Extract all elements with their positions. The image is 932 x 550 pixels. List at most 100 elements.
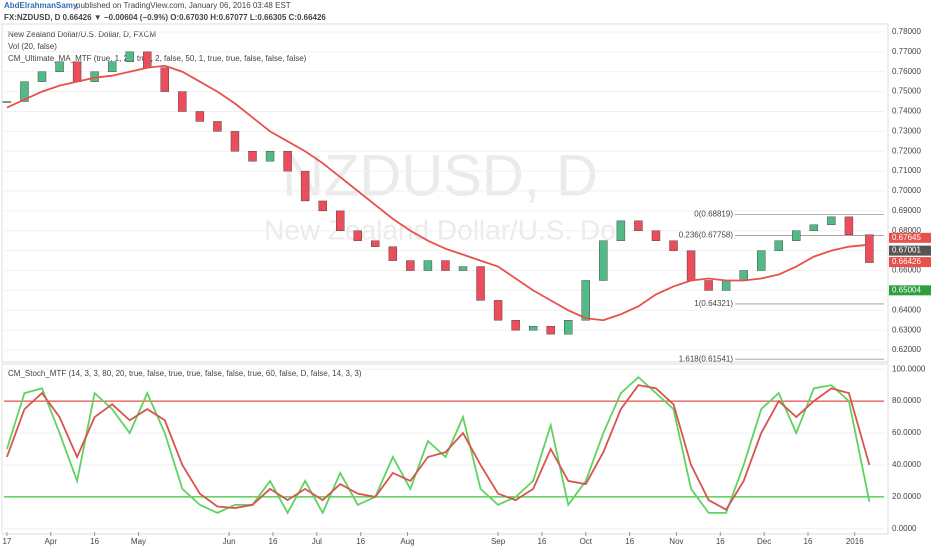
candle [792, 230, 801, 241]
candle [651, 230, 661, 241]
candle [458, 266, 468, 271]
price-tag [889, 285, 931, 296]
candle [686, 250, 696, 281]
price-pane [1, 23, 889, 363]
x-tick-label: Aug [400, 537, 414, 546]
candle [388, 246, 398, 261]
y-tick-label: 0.66000 [892, 266, 921, 275]
candle [546, 326, 555, 335]
candle [599, 240, 608, 281]
stoch-line [6, 375, 871, 515]
candle [283, 151, 292, 172]
x-tick-label: 2016 [846, 537, 864, 546]
fib-label: 1.618(0.61541) [679, 354, 734, 363]
candle [55, 61, 64, 72]
y-tick-label: 0.75000 [892, 87, 921, 96]
y-tick-label: 0.76000 [892, 67, 921, 76]
y-tick-label: 0.68000 [892, 226, 921, 235]
y-tick-label: 0.71000 [892, 166, 921, 175]
x-tick-label: Nov [669, 537, 683, 546]
price-tag [889, 245, 931, 256]
candle [406, 260, 415, 271]
ma-label: CM_Ultimate_MA_MTF (true, 1, 20, true, 2… [8, 54, 307, 63]
candle [230, 131, 240, 152]
x-tick-label: 16 [537, 537, 546, 546]
y-tick-label: 0.78000 [892, 27, 921, 36]
price-tag-label: 0.67001 [892, 246, 921, 255]
candle [2, 101, 12, 103]
x-tick-label: 17 [2, 537, 11, 546]
candle [318, 200, 327, 212]
y-tick-label: 20.0000 [892, 492, 921, 501]
x-tick-label: Oct [580, 537, 593, 546]
candle [336, 210, 345, 231]
candle [581, 280, 590, 321]
x-tick-label: 16 [625, 537, 634, 546]
candle [809, 224, 819, 231]
y-tick-label: 100.0000 [892, 364, 926, 373]
candle [564, 320, 573, 335]
x-tick-label: Jun [223, 537, 236, 546]
candle [704, 280, 713, 291]
stoch-label: CM_Stoch_MTF (14, 3, 3, 80, 20, true, fa… [8, 369, 362, 378]
x-tick-label: Sep [491, 537, 506, 546]
x-tick-label: 16 [269, 537, 278, 546]
y-tick-label: 0.74000 [892, 107, 921, 116]
x-tick-label: 16 [356, 537, 365, 546]
candle [721, 280, 731, 291]
x-tick-label: Dec [757, 537, 771, 546]
candle [160, 67, 169, 92]
fib-label: 0(0.68819) [694, 210, 733, 219]
candle [143, 51, 152, 68]
price-tag [889, 232, 931, 243]
y-tick-label: 40.0000 [892, 460, 921, 469]
y-tick-label: 0.70000 [892, 186, 921, 195]
author: AbdElrahmanSamy [4, 1, 78, 10]
y-tick-label: 80.0000 [892, 396, 921, 405]
price-tag-label: 0.67645 [892, 233, 921, 242]
candle [774, 240, 783, 251]
x-tick-label: 16 [716, 537, 725, 546]
y-tick-label: 0.64000 [892, 305, 921, 314]
y-tick-label: 0.0000 [892, 524, 917, 533]
candle [669, 240, 678, 251]
watermark: NZDUSD, D [282, 143, 598, 208]
candle [493, 300, 503, 321]
y-tick-label: 0.73000 [892, 126, 921, 135]
candle [125, 51, 134, 62]
candle [441, 260, 450, 271]
y-tick-label: 0.62000 [892, 345, 921, 354]
candle [72, 61, 82, 82]
x-tick-label: May [131, 537, 146, 546]
price-title: New Zealand Dollar/U.S. Dollar, D, FXCM [8, 30, 156, 39]
watermark-sub: New Zealand Dollar/U.S. Do [264, 214, 616, 245]
candle [827, 216, 836, 226]
x-tick-label: Apr [45, 537, 58, 546]
candle [476, 266, 485, 301]
candle [20, 81, 29, 102]
candle [528, 326, 538, 331]
candle [616, 220, 626, 241]
price-tag [889, 257, 931, 268]
y-tick-label: 0.69000 [892, 206, 921, 215]
candle [423, 260, 433, 271]
quote: FX:NZDUSD, D 0.66426 ▼ −0.00604 (−0.9%) … [4, 13, 326, 22]
price-tag-label: 0.65004 [892, 285, 921, 294]
candle [844, 216, 854, 235]
candle [107, 61, 117, 72]
candle [178, 91, 187, 112]
candle [213, 121, 222, 132]
y-tick-label: 0.72000 [892, 146, 921, 155]
published: published on TradingView.com, January 06… [76, 1, 291, 10]
x-tick-label: 16 [90, 537, 99, 546]
price-tag-label: 0.66426 [892, 257, 921, 266]
candle [634, 220, 643, 231]
candle [265, 151, 275, 162]
candle [739, 270, 748, 281]
x-tick-label: Jul [312, 537, 322, 546]
candle [757, 250, 766, 271]
fib-label: 1(0.64321) [694, 299, 733, 308]
volume-label: Vol (20, false) [8, 42, 57, 51]
